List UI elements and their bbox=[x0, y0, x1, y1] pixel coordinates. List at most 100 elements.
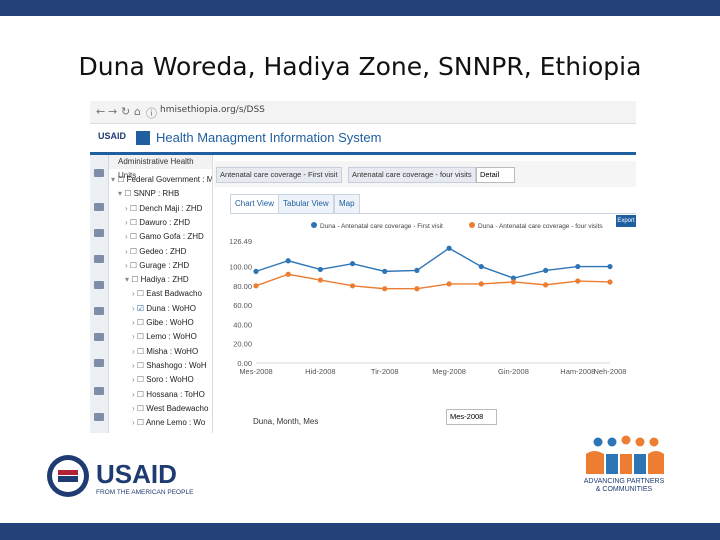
tree-item[interactable]: › ☐ Shashogo : WoH bbox=[132, 361, 207, 370]
tree-checkbox[interactable]: ☐ bbox=[136, 318, 147, 327]
expand-right-icon[interactable]: › bbox=[132, 332, 137, 342]
address-bar[interactable]: hmisethiopia.org/s/DSS bbox=[160, 105, 265, 115]
series-line bbox=[255, 273, 611, 290]
expand-right-icon[interactable]: › bbox=[132, 303, 137, 313]
tree-checkbox[interactable]: ☐ bbox=[136, 346, 147, 356]
chart-icon[interactable] bbox=[94, 229, 104, 237]
list-icon[interactable] bbox=[94, 307, 104, 315]
tree-checkbox[interactable]: ☐ bbox=[129, 203, 140, 213]
tree-checkbox[interactable]: ☐ bbox=[124, 189, 134, 199]
period-select[interactable]: Mes-2008 bbox=[446, 409, 497, 425]
expand-right-icon[interactable]: › bbox=[125, 246, 130, 256]
tab-tabular-view[interactable]: Tabular View bbox=[278, 194, 334, 214]
gear-icon[interactable] bbox=[94, 387, 104, 395]
tree-item[interactable]: › ☐ Soro : WoHO bbox=[132, 375, 194, 384]
expand-right-icon[interactable]: › bbox=[132, 360, 137, 370]
expand-right-icon[interactable]: › bbox=[132, 375, 137, 385]
expand-right-icon[interactable]: › bbox=[132, 289, 137, 299]
tree-checkbox[interactable]: ☐ bbox=[136, 289, 147, 299]
detail-select[interactable]: Detail bbox=[476, 167, 515, 183]
tree-item[interactable]: › ☐ Dawuro : ZHD bbox=[125, 218, 190, 227]
tree-checkbox[interactable]: ☐ bbox=[129, 260, 140, 270]
tree-item[interactable]: ▾ ☐ Hadiya : ZHD bbox=[125, 275, 189, 284]
expand-down-icon[interactable]: ▾ bbox=[118, 189, 125, 199]
trash-icon[interactable] bbox=[94, 413, 104, 421]
settings-icon[interactable] bbox=[94, 203, 104, 211]
tab-chart-view[interactable]: Chart View bbox=[230, 194, 279, 214]
tree-item[interactable]: › ☐ Gamo Gofa : ZHD bbox=[125, 232, 204, 241]
tab-map[interactable]: Map bbox=[334, 194, 360, 214]
x-tick-label: Hid-2008 bbox=[305, 367, 335, 376]
tree-checkbox[interactable]: ☐ bbox=[136, 332, 147, 342]
data-point bbox=[253, 283, 259, 289]
tree-item[interactable]: › ☐ East Badwacho bbox=[132, 289, 202, 298]
tree-checkbox[interactable]: ☐ bbox=[136, 360, 147, 370]
expand-right-icon[interactable]: › bbox=[125, 232, 130, 242]
tree-checkbox[interactable]: ☑ bbox=[136, 303, 147, 313]
tree-item[interactable]: › ☑ Duna : WoHO bbox=[132, 304, 196, 313]
tab-panel-border bbox=[230, 213, 636, 214]
menu-icon[interactable] bbox=[94, 169, 104, 177]
tree-item[interactable]: ▾ ☐ SNNP : RHB bbox=[118, 189, 179, 198]
tree-item[interactable]: ▾ ☐ Federal Government : MC bbox=[111, 175, 212, 184]
data-point bbox=[446, 245, 452, 251]
apc-logo bbox=[586, 435, 664, 474]
forward-icon[interactable]: → bbox=[108, 105, 118, 118]
tree-item[interactable]: › ☐ Anne Lemo : Wo bbox=[132, 418, 205, 427]
tree-checkbox[interactable]: ☐ bbox=[136, 403, 147, 413]
chart-footer-label: Duna, Month, Mes bbox=[253, 417, 319, 426]
tree-checkbox[interactable]: ☐ bbox=[129, 217, 140, 227]
legend-marker bbox=[311, 222, 317, 228]
tree-checkbox[interactable]: ☐ bbox=[129, 246, 140, 256]
indicator-chip-four-visits[interactable]: Antenatal care coverage - four visits bbox=[348, 167, 476, 183]
tree-item[interactable]: › ☐ Misha : WoHO bbox=[132, 347, 198, 356]
data-point bbox=[349, 283, 356, 289]
tree-item-label: Anne Lemo : Wo bbox=[145, 418, 206, 428]
tree-checkbox[interactable]: ☐ bbox=[136, 375, 147, 385]
tree-item-label: Soro : WoHO bbox=[146, 375, 194, 385]
tree-item[interactable]: › ☐ Gurage : ZHD bbox=[125, 261, 189, 270]
data-point bbox=[510, 275, 517, 281]
expand-right-icon[interactable]: › bbox=[132, 403, 137, 413]
usaid-mini-logo: USAID bbox=[98, 131, 127, 141]
home-icon[interactable]: ⌂ bbox=[134, 105, 141, 118]
expand-right-icon[interactable]: › bbox=[132, 346, 137, 356]
hmis-header: USAID Health Managment Information Syste… bbox=[90, 124, 636, 155]
tree-item[interactable]: › ☐ Gibe : WoHO bbox=[132, 318, 194, 327]
tree-checkbox[interactable]: ☐ bbox=[117, 175, 127, 184]
filter-icon[interactable] bbox=[94, 255, 104, 263]
expand-right-icon[interactable]: › bbox=[125, 260, 130, 270]
indicator-chip-first-visit[interactable]: Antenatal care coverage - First visit bbox=[216, 167, 342, 183]
tree-checkbox[interactable]: ☐ bbox=[131, 275, 141, 285]
tree-item[interactable]: › ☐ Dench Maji : ZHD bbox=[125, 204, 202, 213]
data-point bbox=[285, 258, 291, 264]
expand-right-icon[interactable]: › bbox=[132, 418, 137, 428]
download-icon[interactable] bbox=[94, 333, 104, 341]
back-icon[interactable]: ← bbox=[96, 105, 106, 118]
expand-right-icon[interactable]: › bbox=[125, 217, 130, 227]
y-tick-label: 0.00 bbox=[237, 359, 252, 368]
hmis-title: Health Managment Information System bbox=[156, 130, 382, 145]
export-button[interactable]: Export bbox=[616, 215, 636, 227]
tree-checkbox[interactable]: ☐ bbox=[129, 232, 140, 242]
tree-item[interactable]: › ☐ Hossana : ToHO bbox=[132, 390, 205, 399]
tree-checkbox[interactable]: ☐ bbox=[136, 418, 146, 428]
x-tick-label: Tir-2008 bbox=[371, 367, 399, 376]
grid-icon[interactable] bbox=[94, 281, 104, 289]
tree-item-label: Hossana : ToHO bbox=[146, 389, 205, 399]
data-point bbox=[543, 282, 549, 288]
tree-item[interactable]: › ☐ Lemo : WoHO bbox=[132, 332, 197, 341]
x-tick-label: Neh-2008 bbox=[594, 367, 627, 376]
expand-down-icon[interactable]: ▾ bbox=[111, 175, 118, 184]
reload-icon[interactable]: ↻ bbox=[121, 105, 131, 118]
table-icon[interactable] bbox=[94, 359, 104, 367]
expand-right-icon[interactable]: › bbox=[132, 318, 137, 327]
expand-right-icon[interactable]: › bbox=[125, 203, 130, 213]
tree-item[interactable]: › ☐ West Badewacho bbox=[132, 404, 208, 413]
tree-item[interactable]: › ☐ Gedeo : ZHD bbox=[125, 247, 186, 256]
expand-down-icon[interactable]: ▾ bbox=[125, 275, 132, 285]
expand-right-icon[interactable]: › bbox=[132, 389, 137, 399]
tree-item-label: East Badwacho bbox=[146, 289, 202, 299]
data-point bbox=[317, 277, 323, 283]
tree-checkbox[interactable]: ☐ bbox=[136, 389, 147, 399]
